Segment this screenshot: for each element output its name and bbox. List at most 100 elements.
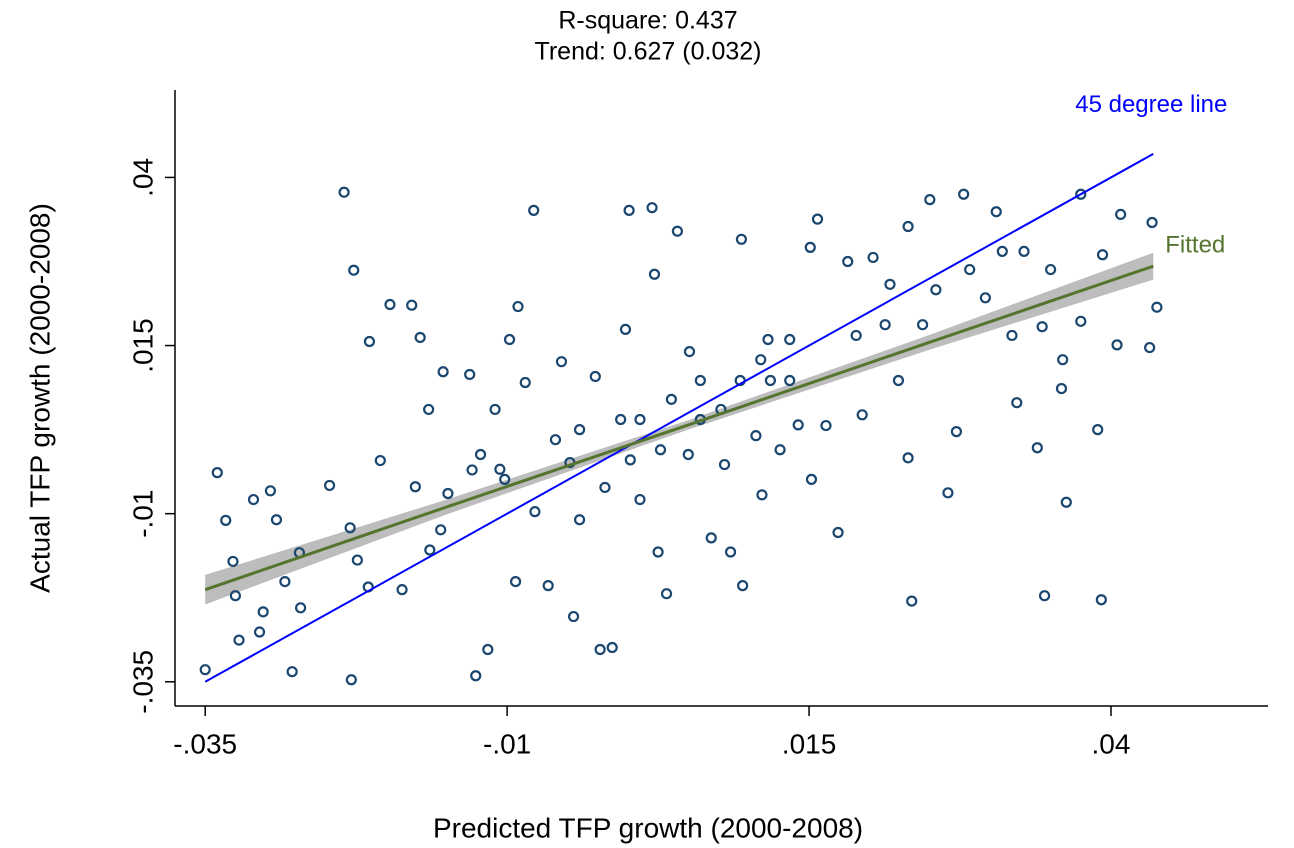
point	[902, 220, 914, 233]
point	[1031, 442, 1043, 454]
point	[344, 522, 356, 534]
point	[879, 319, 891, 331]
x-tick-label: .015	[782, 728, 837, 759]
point	[1060, 496, 1072, 508]
point	[737, 580, 749, 592]
point	[762, 333, 774, 346]
point	[555, 356, 568, 368]
point	[884, 278, 896, 290]
point	[423, 403, 435, 416]
point	[652, 546, 664, 558]
point	[270, 514, 283, 526]
point	[718, 458, 731, 471]
point	[253, 626, 266, 638]
point	[774, 444, 786, 456]
point	[414, 331, 426, 344]
point	[979, 292, 991, 304]
point	[264, 485, 277, 497]
point	[705, 532, 717, 544]
x-axis-title: Predicted TFP growth (2000-2008)	[433, 812, 863, 843]
point	[990, 206, 1002, 218]
point	[634, 413, 646, 426]
point	[599, 481, 611, 494]
point	[916, 319, 929, 331]
point	[942, 487, 954, 499]
x-tick-label: -.01	[483, 728, 531, 759]
point	[615, 413, 627, 426]
point	[199, 664, 211, 676]
point	[351, 554, 363, 566]
point	[930, 284, 942, 296]
point	[958, 188, 970, 200]
point	[902, 452, 914, 464]
point	[482, 643, 494, 656]
y-tick-label: .04	[127, 158, 158, 197]
point	[1146, 216, 1158, 229]
point	[792, 419, 804, 431]
point	[906, 595, 918, 607]
point	[1075, 315, 1087, 327]
point	[1045, 263, 1057, 276]
y-tick-label: -.01	[127, 490, 158, 538]
point	[345, 674, 357, 686]
point	[1055, 382, 1068, 395]
point	[567, 610, 580, 623]
point	[286, 666, 298, 678]
point	[549, 434, 562, 446]
y-tick-label: -.035	[127, 650, 158, 714]
point	[384, 298, 396, 311]
point	[1111, 339, 1123, 351]
point	[755, 354, 767, 366]
point	[374, 454, 386, 467]
point	[474, 448, 487, 461]
y-axis-title: Actual TFP growth (2000-2008)	[24, 203, 55, 593]
point	[279, 575, 291, 588]
point	[619, 323, 632, 336]
point	[735, 233, 748, 245]
point	[348, 264, 360, 276]
point	[804, 241, 816, 253]
point	[1096, 249, 1109, 261]
point	[606, 641, 618, 654]
x-tick-label: -.035	[173, 728, 237, 759]
point	[660, 588, 673, 600]
line	[204, 153, 1154, 683]
point	[211, 467, 223, 479]
point	[528, 204, 540, 216]
point	[466, 464, 478, 476]
point	[594, 643, 606, 656]
point	[665, 393, 677, 405]
point	[832, 526, 844, 539]
point	[338, 186, 350, 198]
point	[229, 590, 241, 602]
point	[654, 444, 667, 456]
point	[964, 263, 976, 276]
x-tick-label: .04	[1092, 728, 1131, 759]
point	[624, 454, 636, 466]
point	[573, 514, 586, 526]
point	[363, 335, 376, 348]
point	[805, 473, 818, 485]
point	[247, 493, 260, 506]
point	[646, 202, 658, 214]
point	[764, 374, 777, 387]
point	[323, 479, 336, 492]
point	[694, 374, 706, 387]
point	[1036, 321, 1048, 333]
line	[204, 264, 1154, 592]
chart-subtitle: Trend: 0.627 (0.032)	[535, 38, 762, 66]
point	[1075, 188, 1087, 200]
point	[494, 463, 506, 475]
point	[623, 204, 635, 216]
point	[409, 481, 421, 493]
point	[820, 419, 832, 432]
point	[1144, 341, 1156, 354]
point	[950, 426, 963, 438]
y-tick-label: .015	[127, 318, 158, 373]
point	[396, 584, 408, 596]
point	[724, 546, 737, 558]
point	[842, 255, 854, 268]
point	[996, 245, 1008, 257]
point	[589, 370, 601, 383]
point	[811, 213, 824, 225]
